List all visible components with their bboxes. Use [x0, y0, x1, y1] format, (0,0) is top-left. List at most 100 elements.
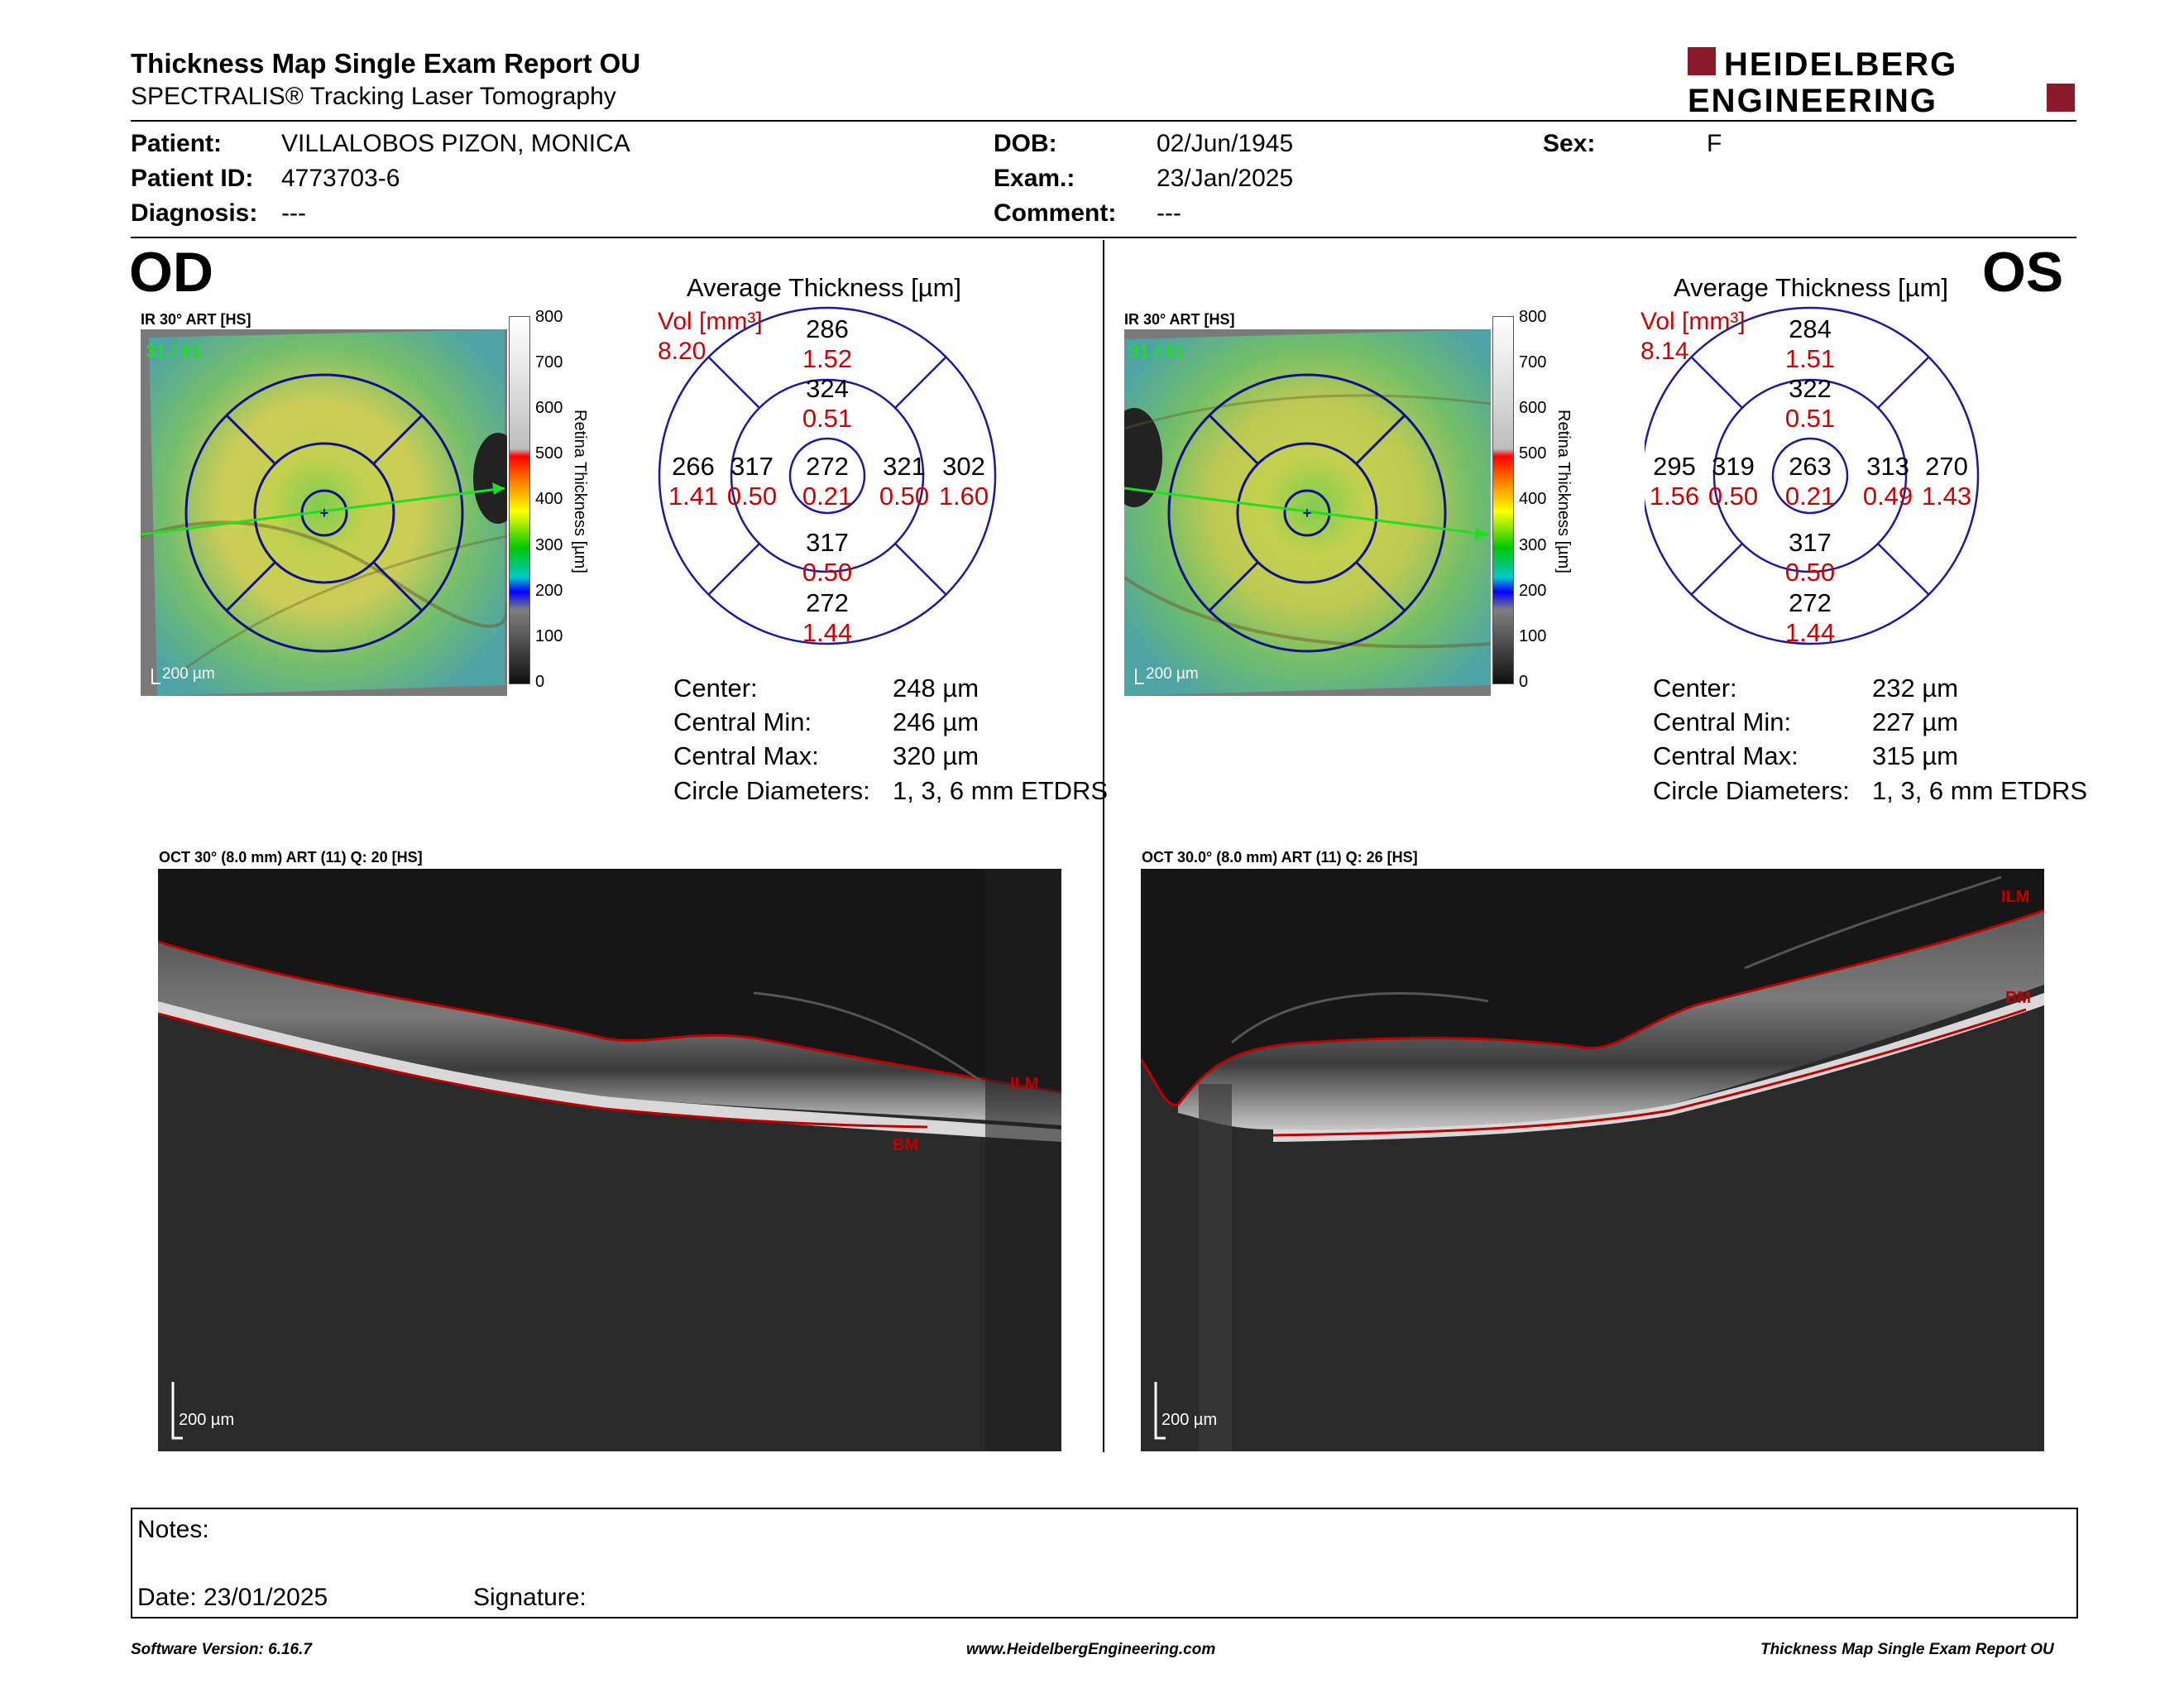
svg-text:270: 270 — [1925, 452, 1968, 481]
eye-label-os: OS — [1982, 241, 2064, 304]
svg-text:HEIDELBERG: HEIDELBERG — [1724, 46, 1957, 83]
od-etdrs-grid: 286 1.52 324 0.51 272 0.21 317 0.50 272 … — [658, 306, 997, 647]
eye-divider — [1103, 240, 1104, 1452]
os-tick: 600 — [1519, 399, 1547, 417]
svg-text:+: + — [1303, 505, 1312, 521]
os-frame-counter: 31 / 61 — [1129, 341, 1185, 362]
os-max-label: Central Max: — [1653, 741, 1798, 770]
svg-text:321: 321 — [883, 452, 926, 481]
eye-label-od: OD — [129, 241, 213, 304]
comment-value: --- — [1157, 199, 1181, 227]
svg-text:0.21: 0.21 — [802, 482, 852, 511]
os-oct-scale: 200 µm — [1161, 1411, 1217, 1429]
header-divider — [131, 120, 2076, 122]
od-center-value: 248 µm — [893, 674, 979, 703]
exam-label: Exam.: — [994, 165, 1075, 192]
svg-text:0.21: 0.21 — [1785, 482, 1835, 511]
od-tick: 600 — [535, 399, 563, 417]
svg-text:1.56: 1.56 — [1650, 482, 1699, 511]
os-vol-label: Vol [mm³] — [1640, 308, 1746, 335]
svg-text:322: 322 — [1789, 374, 1832, 403]
diagnosis-value: --- — [281, 199, 306, 227]
report-title: Thickness Map Single Exam Report OU — [131, 48, 641, 79]
od-tick: 800 — [535, 308, 563, 326]
svg-text:1.60: 1.60 — [939, 482, 989, 511]
od-bm-label: BM — [893, 1136, 918, 1154]
od-tick: 500 — [535, 444, 563, 463]
od-fundus-scale: 200 µm — [162, 665, 215, 683]
patient-name: VILLALOBOS PIZON, MONICA — [281, 130, 630, 157]
os-min-value: 227 µm — [1872, 707, 1959, 736]
svg-text:1.52: 1.52 — [802, 344, 852, 373]
svg-text:272: 272 — [1789, 588, 1832, 617]
svg-text:319: 319 — [1712, 452, 1755, 481]
svg-text:272: 272 — [806, 588, 849, 617]
report-subtitle: SPECTRALIS® Tracking Laser Tomography — [131, 83, 616, 110]
svg-text:1.51: 1.51 — [1785, 344, 1835, 373]
svg-text:+: + — [320, 505, 329, 521]
svg-text:313: 313 — [1866, 452, 1909, 481]
notes-box: Notes: Date: 23/01/2025 Signature: — [131, 1508, 2078, 1618]
od-min-label: Central Min: — [673, 707, 812, 736]
svg-text:0.50: 0.50 — [1708, 482, 1758, 511]
os-bm-label: BM — [2005, 989, 2031, 1007]
footer-report-name: Thickness Map Single Exam Report OU — [1760, 1641, 2054, 1658]
svg-text:1.41: 1.41 — [668, 482, 718, 511]
os-center-label: Center: — [1653, 674, 1737, 703]
svg-text:324: 324 — [806, 374, 849, 403]
od-avg-title: Average Thickness [µm] — [687, 273, 962, 302]
os-diam-value: 1, 3, 6 mm ETDRS — [1872, 776, 2088, 805]
od-oct-scale: 200 µm — [179, 1411, 234, 1429]
os-ir-caption: IR 30° ART [HS] — [1124, 311, 1235, 328]
svg-text:0.50: 0.50 — [727, 482, 777, 511]
os-tick: 400 — [1519, 490, 1547, 508]
od-tick: 0 — [535, 673, 545, 691]
od-oct-caption: OCT 30° (8.0 mm) ART (11) Q: 20 [HS] — [159, 849, 423, 866]
od-min-value: 246 µm — [893, 707, 979, 736]
patient-id-label: Patient ID: — [131, 165, 254, 192]
os-etdrs-grid: 284 1.51 322 0.51 263 0.21 317 0.50 272 … — [1645, 306, 1980, 647]
exam-value: 23/Jan/2025 — [1157, 165, 1294, 192]
svg-text:0.51: 0.51 — [1785, 404, 1835, 433]
svg-text:272: 272 — [806, 452, 849, 481]
od-frame-counter: 31 / 61 — [146, 341, 201, 362]
os-center-value: 232 µm — [1872, 674, 1959, 703]
od-vol-value: 8.20 — [658, 338, 706, 365]
svg-text:302: 302 — [942, 452, 985, 481]
os-avg-title: Average Thickness [µm] — [1674, 273, 1949, 302]
od-diam-label: Circle Diameters: — [673, 776, 870, 805]
os-tick: 500 — [1519, 444, 1547, 463]
dob-label: DOB: — [994, 130, 1057, 157]
svg-text:317: 317 — [1789, 528, 1832, 557]
od-tick: 300 — [535, 536, 563, 554]
info-divider — [131, 237, 2076, 238]
svg-text:317: 317 — [806, 528, 849, 557]
od-axis-label: Retina Thickness [µm] — [571, 410, 589, 573]
svg-text:0.50: 0.50 — [802, 558, 852, 587]
website-link[interactable]: www.HeidelbergEngineering.com — [966, 1641, 1216, 1658]
notes-date: Date: 23/01/2025 — [137, 1584, 328, 1611]
os-tick: 300 — [1519, 536, 1547, 554]
od-vol-label: Vol [mm³] — [658, 308, 763, 335]
svg-text:1.43: 1.43 — [1922, 482, 1971, 511]
od-fundus-image: + 31 / 61 200 µm — [141, 329, 507, 696]
od-tick: 700 — [535, 353, 563, 372]
svg-text:266: 266 — [672, 452, 715, 481]
od-tick: 400 — [535, 490, 563, 508]
dob-value: 02/Jun/1945 — [1157, 130, 1294, 157]
os-axis-label: Retina Thickness [µm] — [1554, 410, 1573, 573]
heidelberg-logo: HEIDELBERG ENGINEERING — [1688, 46, 2075, 116]
svg-text:284: 284 — [1789, 314, 1832, 343]
comment-label: Comment: — [994, 199, 1117, 227]
od-center-label: Center: — [673, 674, 758, 703]
od-max-value: 320 µm — [893, 741, 979, 770]
sex-value: F — [1707, 130, 1722, 157]
od-ilm-label: ILM — [1010, 1075, 1038, 1093]
software-version: Software Version: 6.16.7 — [131, 1641, 312, 1658]
svg-text:0.51: 0.51 — [802, 404, 852, 433]
os-tick: 100 — [1519, 627, 1547, 645]
os-tick: 0 — [1519, 673, 1529, 691]
os-tick: 200 — [1519, 582, 1547, 600]
os-diam-label: Circle Diameters: — [1653, 776, 1850, 805]
patient-label: Patient: — [131, 130, 223, 157]
